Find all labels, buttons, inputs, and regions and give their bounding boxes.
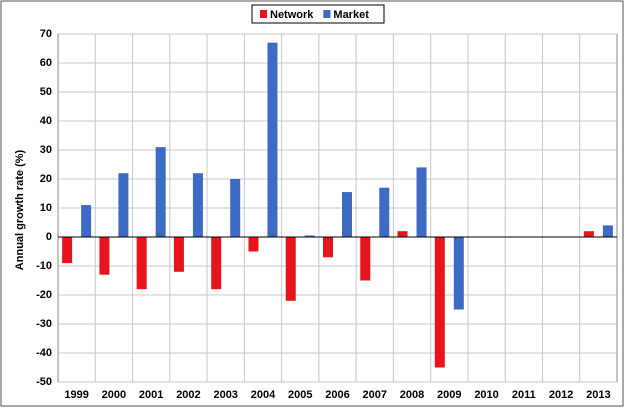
bar — [267, 42, 278, 238]
x-tick-label: 2011 — [512, 389, 536, 401]
x-tick-label: 2004 — [251, 389, 276, 401]
x-tick-label: 2003 — [213, 389, 237, 401]
x-tick-label: 2013 — [586, 389, 610, 401]
legend-label: Network — [270, 9, 314, 21]
bar — [118, 173, 129, 237]
y-tick-label: 0 — [46, 231, 52, 243]
x-tick-label: 2007 — [363, 389, 387, 401]
bar — [434, 237, 445, 368]
x-tick-label: 1999 — [64, 389, 88, 401]
y-tick-label: 60 — [40, 57, 52, 69]
y-tick-label: -10 — [36, 260, 52, 272]
bar — [155, 147, 166, 237]
legend-swatch — [323, 10, 331, 18]
y-tick-label: 40 — [40, 115, 52, 127]
bar — [230, 179, 241, 237]
y-tick-label: -40 — [36, 347, 52, 359]
x-tick-label: 2010 — [474, 389, 498, 401]
bar — [248, 237, 259, 252]
bar — [583, 231, 594, 237]
x-tick-label: 2002 — [176, 389, 200, 401]
bar — [342, 192, 352, 237]
bar — [211, 237, 222, 290]
y-tick-label: 20 — [40, 173, 52, 185]
y-tick-label: -20 — [36, 289, 52, 301]
x-tick-label: 2009 — [437, 389, 461, 401]
legend-swatch — [260, 10, 267, 18]
bar — [192, 173, 203, 237]
x-tick-label: 2005 — [288, 389, 312, 401]
bar — [173, 237, 184, 272]
bar — [62, 237, 73, 264]
bar — [360, 237, 371, 281]
bar — [323, 237, 333, 258]
legend-box — [251, 4, 385, 24]
bar — [304, 235, 315, 237]
legend-label: Market — [333, 9, 369, 21]
y-tick-label: 50 — [40, 86, 52, 98]
bar — [602, 225, 613, 237]
y-tick-label: 70 — [40, 28, 52, 40]
bar — [453, 237, 464, 310]
bar — [136, 237, 147, 290]
y-tick-label: 10 — [40, 202, 52, 214]
x-tick-label: 2008 — [400, 389, 424, 401]
bar — [397, 231, 408, 237]
x-tick-label: 2000 — [102, 389, 126, 401]
x-tick-label: 2012 — [549, 389, 573, 401]
bar — [81, 205, 92, 237]
bar — [99, 237, 110, 275]
x-tick-label: 2001 — [139, 389, 163, 401]
y-axis-label: Annual growth rate (%) — [14, 149, 26, 270]
bar — [379, 187, 390, 237]
bar — [416, 167, 427, 237]
y-tick-label: -30 — [36, 318, 52, 330]
x-tick-label: 2006 — [325, 389, 349, 401]
bar — [285, 237, 296, 301]
y-tick-label: 30 — [40, 144, 52, 156]
legend: Network Market — [251, 4, 385, 24]
y-tick-label: -50 — [36, 376, 52, 388]
